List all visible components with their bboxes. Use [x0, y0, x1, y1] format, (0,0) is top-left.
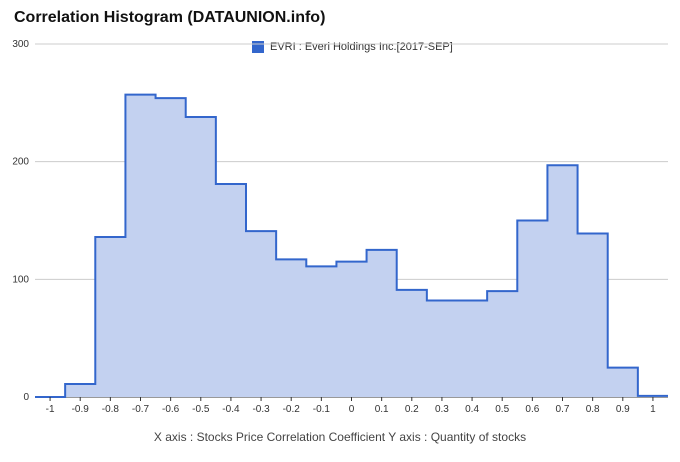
histogram-bin [367, 250, 397, 397]
y-tick-label: 0 [23, 392, 29, 403]
x-tick-label: -0.8 [102, 404, 120, 415]
chart-title: Correlation Histogram (DATAUNION.info) [14, 9, 326, 26]
histogram-bin [427, 301, 457, 397]
x-tick-label: 0 [349, 404, 355, 415]
x-tick-label: -0.4 [222, 404, 240, 415]
x-tick-label: 0.4 [465, 404, 479, 415]
series-area [35, 93, 668, 398]
y-tick-label: 200 [12, 157, 29, 168]
x-tick-label: 0.2 [405, 404, 419, 415]
series-fill [35, 94, 668, 397]
histogram-bin [276, 259, 306, 397]
x-tick-label: -0.3 [252, 404, 270, 415]
y-axis-ticks: 0 100 200 300 [12, 39, 29, 403]
x-tick-label: -0.1 [313, 404, 331, 415]
x-axis-caption: X axis : Stocks Price Correlation Coeffi… [153, 430, 527, 444]
histogram-bin [517, 221, 547, 398]
histogram-bin [125, 95, 155, 397]
x-tick-label: 0.6 [525, 404, 539, 415]
histogram-bin [65, 384, 95, 397]
histogram-bin [457, 301, 487, 397]
series-line [35, 93, 668, 398]
x-tick-label: -0.5 [192, 404, 210, 415]
x-axis-ticks: -1 -0.9 -0.8 -0.7 -0.6 -0.5 -0.4 -0.3 -0.2 -0.1 0 0… [46, 397, 656, 415]
x-tick-label: -0.9 [72, 404, 90, 415]
y-tick-label: 100 [12, 274, 29, 285]
x-tick-label: 0.3 [435, 404, 449, 415]
histogram-bin [216, 184, 246, 397]
histogram-bin [246, 231, 276, 397]
x-tick-label: -0.6 [162, 404, 180, 415]
x-tick-label: -0.2 [283, 404, 301, 415]
histogram-bin [487, 291, 517, 397]
histogram-bin [578, 233, 608, 397]
histogram-bin [638, 396, 668, 397]
histogram-bin [608, 368, 638, 397]
y-tick-label: 300 [12, 39, 29, 50]
histogram-bin [186, 117, 216, 397]
x-tick-label: 0.9 [616, 404, 630, 415]
histogram-bin [306, 266, 336, 397]
histogram-bin [397, 290, 427, 397]
x-tick-label: 0.8 [586, 404, 600, 415]
histogram-bin [547, 165, 577, 397]
histogram-bin [156, 98, 186, 397]
histogram-bin [95, 237, 125, 397]
histogram-bin [336, 262, 366, 397]
x-tick-label: -1 [46, 404, 55, 415]
x-tick-label: 0.5 [495, 404, 509, 415]
x-tick-label: -0.7 [132, 404, 150, 415]
x-tick-label: 0.7 [556, 404, 570, 415]
x-tick-label: 0.1 [375, 404, 389, 415]
x-tick-label: 1 [650, 404, 656, 415]
